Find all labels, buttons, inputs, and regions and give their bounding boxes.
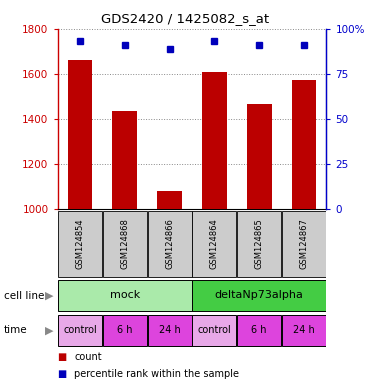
Text: control: control <box>197 324 231 334</box>
Bar <box>103 211 147 277</box>
Text: cell line: cell line <box>4 291 44 301</box>
Text: deltaNp73alpha: deltaNp73alpha <box>215 290 304 300</box>
Bar <box>58 211 102 277</box>
Text: ▶: ▶ <box>45 325 54 335</box>
Bar <box>157 191 182 209</box>
Bar <box>68 60 92 209</box>
Bar <box>148 315 191 346</box>
Text: percentile rank within the sample: percentile rank within the sample <box>74 369 239 379</box>
Text: 6 h: 6 h <box>117 324 132 334</box>
Bar <box>193 315 236 346</box>
Text: control: control <box>63 324 97 334</box>
Bar <box>237 315 281 346</box>
Text: 24 h: 24 h <box>159 324 180 334</box>
Bar <box>193 280 326 311</box>
Text: 6 h: 6 h <box>252 324 267 334</box>
Text: GSM124864: GSM124864 <box>210 218 219 269</box>
Text: ▶: ▶ <box>45 291 54 301</box>
Text: GSM124866: GSM124866 <box>165 218 174 269</box>
Bar <box>202 72 227 209</box>
Text: mock: mock <box>109 290 140 300</box>
Bar <box>247 104 272 209</box>
Text: GSM124868: GSM124868 <box>120 218 129 269</box>
Text: GSM124867: GSM124867 <box>299 218 309 269</box>
Bar <box>58 280 191 311</box>
Text: GSM124854: GSM124854 <box>75 218 85 269</box>
Bar <box>282 211 326 277</box>
Text: ■: ■ <box>58 352 67 362</box>
Text: count: count <box>74 352 102 362</box>
Bar <box>237 211 281 277</box>
Text: GSM124865: GSM124865 <box>255 218 264 269</box>
Bar <box>282 315 326 346</box>
Text: time: time <box>4 325 27 335</box>
Text: ■: ■ <box>58 369 67 379</box>
Bar <box>193 211 236 277</box>
Bar <box>148 211 191 277</box>
Bar <box>58 315 102 346</box>
Text: GDS2420 / 1425082_s_at: GDS2420 / 1425082_s_at <box>101 12 270 25</box>
Bar <box>103 315 147 346</box>
Bar <box>292 79 316 209</box>
Bar <box>112 111 137 209</box>
Text: 24 h: 24 h <box>293 324 315 334</box>
